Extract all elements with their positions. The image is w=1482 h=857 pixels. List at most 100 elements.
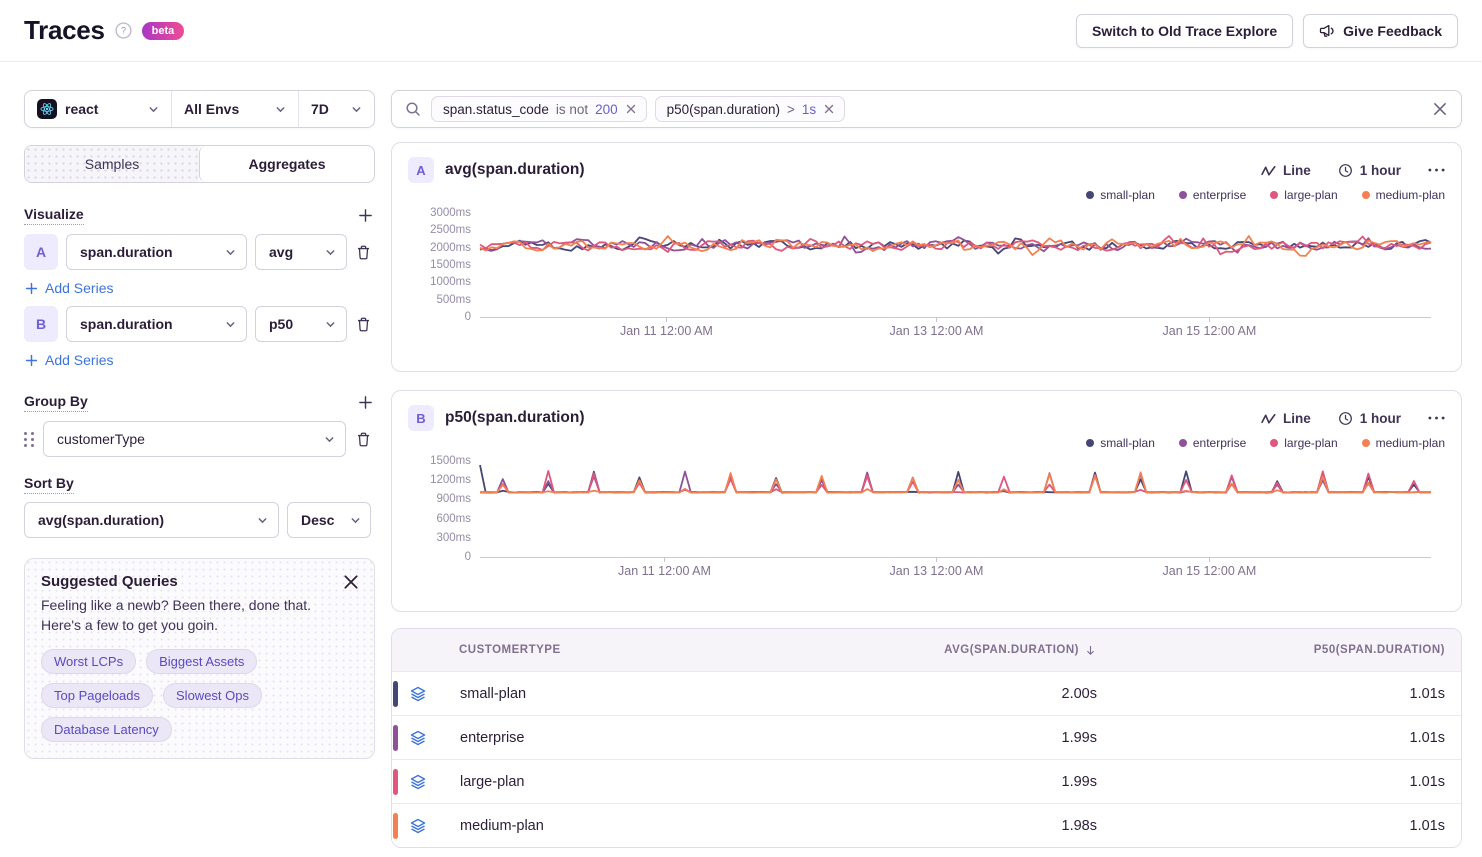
drag-handle-icon[interactable] bbox=[24, 432, 34, 447]
search-filter-chip[interactable]: p50(span.duration)>1s bbox=[655, 96, 845, 122]
legend-item[interactable]: enterprise bbox=[1179, 435, 1246, 451]
y-axis-label: 0 bbox=[465, 551, 471, 563]
x-axis-label: Jan 11 12:00 AM bbox=[620, 324, 713, 338]
chart-plot[interactable]: 0500ms1000ms1500ms2000ms2500ms3000msJan … bbox=[480, 213, 1431, 318]
series-color-bar bbox=[393, 813, 398, 839]
chevron-down-icon bbox=[325, 247, 336, 258]
table-row[interactable]: large-plan1.99s1.01s bbox=[392, 759, 1461, 803]
legend-dot-icon bbox=[1086, 191, 1094, 199]
add-group-by-button[interactable] bbox=[355, 392, 375, 412]
tab-samples[interactable]: Samples bbox=[25, 146, 199, 182]
chevron-down-icon bbox=[257, 515, 268, 526]
y-axis-label: 900ms bbox=[436, 493, 471, 505]
legend-dot-icon bbox=[1270, 191, 1278, 199]
tab-aggregates[interactable]: Aggregates bbox=[199, 146, 374, 182]
column-header-p50[interactable]: P50(SPAN.DURATION) bbox=[1111, 644, 1461, 656]
suggested-query-chip[interactable]: Top Pageloads bbox=[41, 683, 153, 708]
aggregate-select-b[interactable]: p50 bbox=[255, 306, 347, 342]
react-project-icon bbox=[37, 99, 57, 119]
delete-series-a-icon[interactable] bbox=[355, 242, 375, 262]
table-header: CUSTOMERTYPE AVG(SPAN.DURATION) P50(SPAN… bbox=[392, 629, 1461, 671]
switch-old-explore-button[interactable]: Switch to Old Trace Explore bbox=[1076, 14, 1293, 48]
chart-legend: small-plan enterprise large-plan medium-pla… bbox=[408, 435, 1445, 451]
search-bar[interactable]: span.status_codeis not200 p50(span.durati… bbox=[391, 90, 1462, 128]
legend-item[interactable]: small-plan bbox=[1086, 435, 1155, 451]
sort-field-select[interactable]: avg(span.duration) bbox=[24, 502, 279, 538]
add-visualize-button[interactable] bbox=[355, 205, 375, 225]
chart-type-button[interactable]: Line bbox=[1261, 163, 1311, 178]
y-axis-label: 1000ms bbox=[430, 276, 471, 288]
field-select-a[interactable]: span.duration bbox=[66, 234, 247, 270]
interval-button[interactable]: 1 hour bbox=[1338, 411, 1401, 426]
give-feedback-button[interactable]: Give Feedback bbox=[1303, 14, 1458, 48]
series-color-bar bbox=[393, 769, 398, 795]
date-range-selector[interactable]: 7D bbox=[298, 91, 374, 127]
environment-selector[interactable]: All Envs bbox=[171, 91, 298, 127]
legend-item[interactable]: large-plan bbox=[1270, 187, 1337, 203]
row-avg-value: 2.00s bbox=[771, 686, 1111, 702]
table-row[interactable]: enterprise1.99s1.01s bbox=[392, 715, 1461, 759]
legend-item[interactable]: large-plan bbox=[1270, 435, 1337, 451]
layers-icon bbox=[410, 686, 426, 702]
search-icon bbox=[405, 101, 421, 117]
visualize-row-b: B span.duration p50 bbox=[24, 306, 375, 342]
chevron-down-icon bbox=[351, 104, 362, 115]
remove-filter-icon[interactable] bbox=[823, 103, 835, 115]
page-filter-bar: react All Envs 7D bbox=[24, 90, 375, 128]
chart-menu-button[interactable] bbox=[1428, 416, 1445, 420]
aggregate-select-a[interactable]: avg bbox=[255, 234, 347, 270]
add-series-link-2[interactable]: Add Series bbox=[25, 352, 113, 368]
group-by-select[interactable]: customerType bbox=[43, 421, 346, 457]
suggested-query-chip[interactable]: Biggest Assets bbox=[146, 649, 257, 674]
x-axis-label: Jan 15 12:00 AM bbox=[1162, 324, 1256, 338]
query-sidebar: react All Envs 7D Samples Aggregates bbox=[24, 90, 375, 848]
delete-series-b-icon[interactable] bbox=[355, 314, 375, 334]
axis-tick bbox=[666, 317, 667, 322]
row-p50-value: 1.01s bbox=[1111, 774, 1461, 790]
table-row[interactable]: medium-plan1.98s1.01s bbox=[392, 803, 1461, 847]
layers-icon bbox=[410, 818, 426, 834]
row-avg-value: 1.99s bbox=[771, 774, 1111, 790]
chart-plot[interactable]: 0300ms600ms900ms1200ms1500msJan 11 12:00… bbox=[480, 461, 1431, 558]
x-axis-label: Jan 15 12:00 AM bbox=[1162, 564, 1256, 578]
layers-icon bbox=[410, 730, 426, 746]
legend-item[interactable]: medium-plan bbox=[1362, 435, 1445, 451]
search-filter-chip[interactable]: span.status_codeis not200 bbox=[431, 96, 647, 122]
suggested-query-chip[interactable]: Slowest Ops bbox=[163, 683, 262, 708]
remove-filter-icon[interactable] bbox=[625, 103, 637, 115]
axis-tick bbox=[936, 317, 937, 322]
y-axis-label: 2000ms bbox=[430, 242, 471, 254]
delete-group-by-icon[interactable] bbox=[355, 429, 375, 449]
row-p50-value: 1.01s bbox=[1111, 818, 1461, 834]
project-selector[interactable]: react bbox=[25, 91, 171, 127]
sort-by-row: avg(span.duration) Desc bbox=[24, 502, 375, 538]
chevron-down-icon bbox=[324, 434, 335, 445]
help-icon[interactable]: ? bbox=[115, 22, 132, 39]
y-axis-label: 1200ms bbox=[430, 474, 471, 486]
line-chart-icon bbox=[1261, 164, 1276, 177]
series-badge: A bbox=[408, 157, 434, 183]
clock-icon bbox=[1338, 411, 1353, 426]
add-series-link-1[interactable]: Add Series bbox=[25, 280, 113, 296]
y-axis-label: 600ms bbox=[436, 513, 471, 525]
row-avg-value: 1.98s bbox=[771, 818, 1111, 834]
interval-button[interactable]: 1 hour bbox=[1338, 163, 1401, 178]
chart-type-button[interactable]: Line bbox=[1261, 411, 1311, 426]
field-select-b[interactable]: span.duration bbox=[66, 306, 247, 342]
close-icon[interactable] bbox=[343, 574, 359, 590]
clear-search-icon[interactable] bbox=[1432, 101, 1448, 117]
legend-dot-icon bbox=[1362, 439, 1370, 447]
suggested-query-list: Worst LCPs Biggest Assets Top Pageloads Slo… bbox=[41, 649, 358, 742]
legend-item[interactable]: enterprise bbox=[1179, 187, 1246, 203]
suggested-query-chip[interactable]: Worst LCPs bbox=[41, 649, 136, 674]
legend-item[interactable]: medium-plan bbox=[1362, 187, 1445, 203]
suggested-query-chip[interactable]: Database Latency bbox=[41, 717, 172, 742]
column-header-avg[interactable]: AVG(SPAN.DURATION) bbox=[771, 644, 1111, 657]
clock-icon bbox=[1338, 163, 1353, 178]
chart-menu-button[interactable] bbox=[1428, 168, 1445, 172]
table-row[interactable]: small-plan2.00s1.01s bbox=[392, 671, 1461, 715]
column-header-customertype[interactable]: CUSTOMERTYPE bbox=[392, 644, 771, 656]
legend-item[interactable]: small-plan bbox=[1086, 187, 1155, 203]
chevron-down-icon bbox=[325, 319, 336, 330]
sort-direction-select[interactable]: Desc bbox=[287, 502, 371, 538]
